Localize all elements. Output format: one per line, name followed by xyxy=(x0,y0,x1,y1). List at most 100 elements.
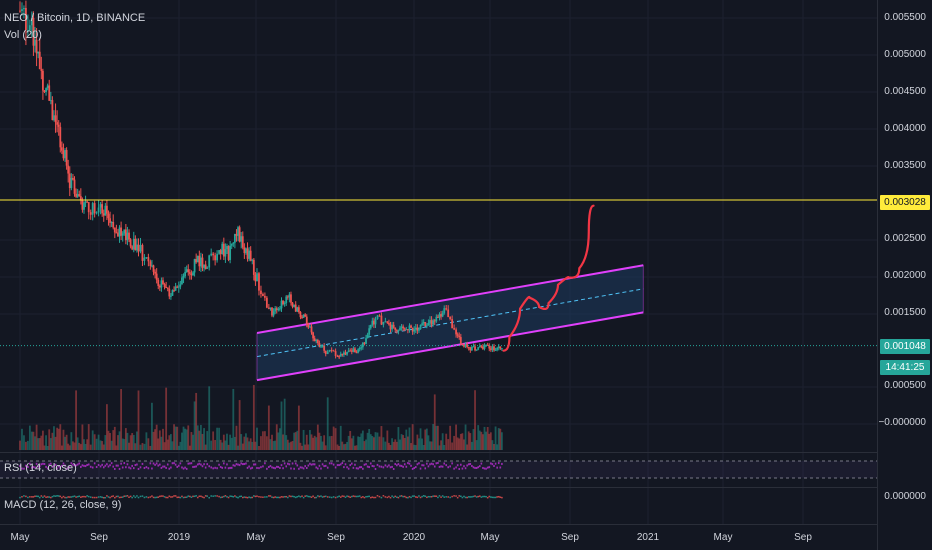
volume-bar xyxy=(315,437,318,450)
macd-histogram-bar xyxy=(440,496,442,498)
price-tick: 0.002000 xyxy=(884,270,926,281)
candle-body xyxy=(272,311,275,316)
symbol-legend[interactable]: NEO / Bitcoin, 1D, BINANCE xyxy=(4,12,146,24)
rsi-band-fill xyxy=(0,461,877,478)
rsi-point xyxy=(301,466,303,469)
rsi-point xyxy=(347,467,350,470)
macd-histogram-bar xyxy=(410,496,412,499)
volume-bar xyxy=(121,438,124,450)
channel-lower-line xyxy=(256,311,644,382)
rsi-point xyxy=(48,463,51,466)
volume-bar xyxy=(463,439,465,450)
candle-body xyxy=(25,7,27,31)
horizontal-line-label[interactable]: 0.003028 xyxy=(880,195,930,210)
rsi-legend[interactable]: RSI (14, close) xyxy=(4,462,77,474)
macd-histogram-bar xyxy=(274,496,276,498)
candle-body xyxy=(369,324,372,329)
candle-body xyxy=(313,338,316,342)
volume-bar xyxy=(305,434,308,450)
candle-body xyxy=(185,269,188,272)
candle-body xyxy=(274,308,277,312)
macd-histogram-bar xyxy=(386,496,389,499)
macd-histogram-bar xyxy=(422,495,425,497)
volume-bar xyxy=(330,435,333,450)
macd-histogram-bar xyxy=(229,495,231,497)
candle-body xyxy=(283,303,286,305)
volume-bar xyxy=(403,437,406,450)
macd-histogram-bar xyxy=(208,496,211,499)
macd-histogram-bar xyxy=(67,496,69,498)
rsi-point xyxy=(234,464,236,467)
macd-histogram-bar xyxy=(407,496,409,499)
macd-histogram-bar xyxy=(143,496,146,499)
volume-bar xyxy=(347,435,350,450)
macd-histogram-bar xyxy=(403,495,406,498)
volume-bar xyxy=(323,435,326,450)
macd-histogram-bar xyxy=(341,495,344,497)
macd-histogram-bar xyxy=(354,495,356,498)
rsi-point xyxy=(480,462,483,465)
macd-histogram-bar xyxy=(501,496,503,499)
candle-body xyxy=(83,202,85,210)
rsi-point xyxy=(125,466,127,469)
candle-body xyxy=(249,250,252,261)
parallel-channel[interactable] xyxy=(256,264,644,382)
rsi-point xyxy=(67,466,69,469)
candle-body xyxy=(216,253,219,261)
volume-legend[interactable]: Vol (20) xyxy=(4,29,42,41)
volume-bar xyxy=(494,426,497,450)
time-axis[interactable]: May Sep 2019 May Sep 2020 May Sep 2021 M… xyxy=(0,524,877,550)
macd-histogram-bar xyxy=(396,496,398,498)
rsi-point xyxy=(51,465,54,468)
candle-body xyxy=(305,316,308,324)
volume-bar xyxy=(109,433,111,450)
rsi-point xyxy=(343,466,345,469)
volume-bar xyxy=(112,430,115,450)
candle-body xyxy=(214,255,217,261)
macd-histogram-bar xyxy=(195,495,197,497)
time-tick: May xyxy=(480,532,500,543)
rsi-separator xyxy=(0,452,877,453)
macd-histogram-bar xyxy=(107,496,110,498)
rsi-point xyxy=(241,463,244,466)
candle-body xyxy=(435,316,438,322)
candle-body xyxy=(330,349,333,351)
volume-bar xyxy=(28,425,31,450)
candle-body xyxy=(67,165,70,174)
candle-body xyxy=(320,346,322,348)
candle-body xyxy=(360,347,363,349)
candle-body xyxy=(224,249,227,257)
candle-body xyxy=(195,259,198,263)
macd-histogram-bar xyxy=(324,495,327,498)
candle-body xyxy=(416,327,419,331)
rsi-point xyxy=(266,467,268,470)
rsi-point xyxy=(65,467,68,470)
rsi-point xyxy=(298,467,300,470)
rsi-point xyxy=(102,466,105,469)
volume-bar xyxy=(361,430,364,450)
projection-path[interactable] xyxy=(502,204,595,352)
rsi-point xyxy=(474,466,476,469)
candle-body xyxy=(112,221,115,228)
candle-body xyxy=(410,325,412,328)
price-axis[interactable]: 0.005500 0.005000 0.004500 0.004000 0.00… xyxy=(877,0,932,550)
candle-body xyxy=(286,296,289,298)
macd-histogram-bar xyxy=(368,495,370,498)
candle-body xyxy=(147,257,150,262)
rsi-point xyxy=(87,463,90,466)
candle-body xyxy=(149,261,152,267)
macd-histogram-bar xyxy=(91,496,94,499)
candle-body xyxy=(422,322,425,324)
volume-bar xyxy=(461,433,464,450)
rsi-point xyxy=(430,462,433,465)
macd-legend[interactable]: MACD (12, 26, close, 9) xyxy=(4,499,122,511)
volume-bar xyxy=(279,428,281,450)
rsi-point xyxy=(287,462,289,465)
rsi-point xyxy=(344,463,347,466)
rsi-point xyxy=(358,466,361,469)
candle-body xyxy=(336,355,339,357)
candle-body xyxy=(445,308,448,310)
macd-histogram-bar xyxy=(151,495,153,497)
rsi-point xyxy=(369,462,372,465)
